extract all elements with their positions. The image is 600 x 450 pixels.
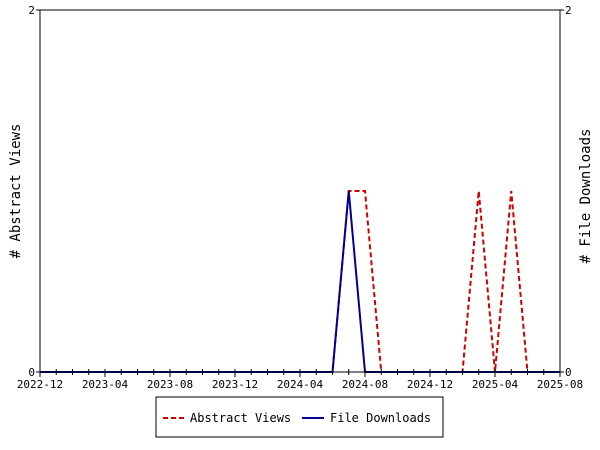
x-tick-label: 2024-12 (407, 378, 453, 391)
x-tick-label: 2024-08 (342, 378, 388, 391)
x-tick-label: 2023-12 (212, 378, 258, 391)
y-left-tick-label: 2 (28, 4, 35, 17)
y-left-tick-label: 0 (28, 366, 35, 379)
axes-layer: 2022-12 2023-04 2023-08 2023-12 2024-04 2024-… (17, 4, 583, 391)
legend-label-abstract-views: Abstract Views (190, 411, 291, 425)
y-right-tick-label: 2 (565, 4, 572, 17)
y-right-tick-label: 0 (565, 366, 572, 379)
x-tick-label: 2025-08 (537, 378, 583, 391)
legend-label-file-downloads: File Downloads (330, 411, 431, 425)
legend: Abstract Views File Downloads (155, 396, 444, 438)
x-tick-label: 2024-04 (277, 378, 324, 391)
y-axis-right-title: # File Downloads (578, 129, 594, 264)
x-tick-label: 2023-04 (82, 378, 129, 391)
x-tick-label: 2025-04 (472, 378, 519, 391)
x-tick-label: 2022-12 (17, 378, 63, 391)
y-axis-left-title: # Abstract Views (8, 124, 24, 259)
legend-box (155, 396, 444, 438)
x-tick-label: 2023-08 (147, 378, 193, 391)
